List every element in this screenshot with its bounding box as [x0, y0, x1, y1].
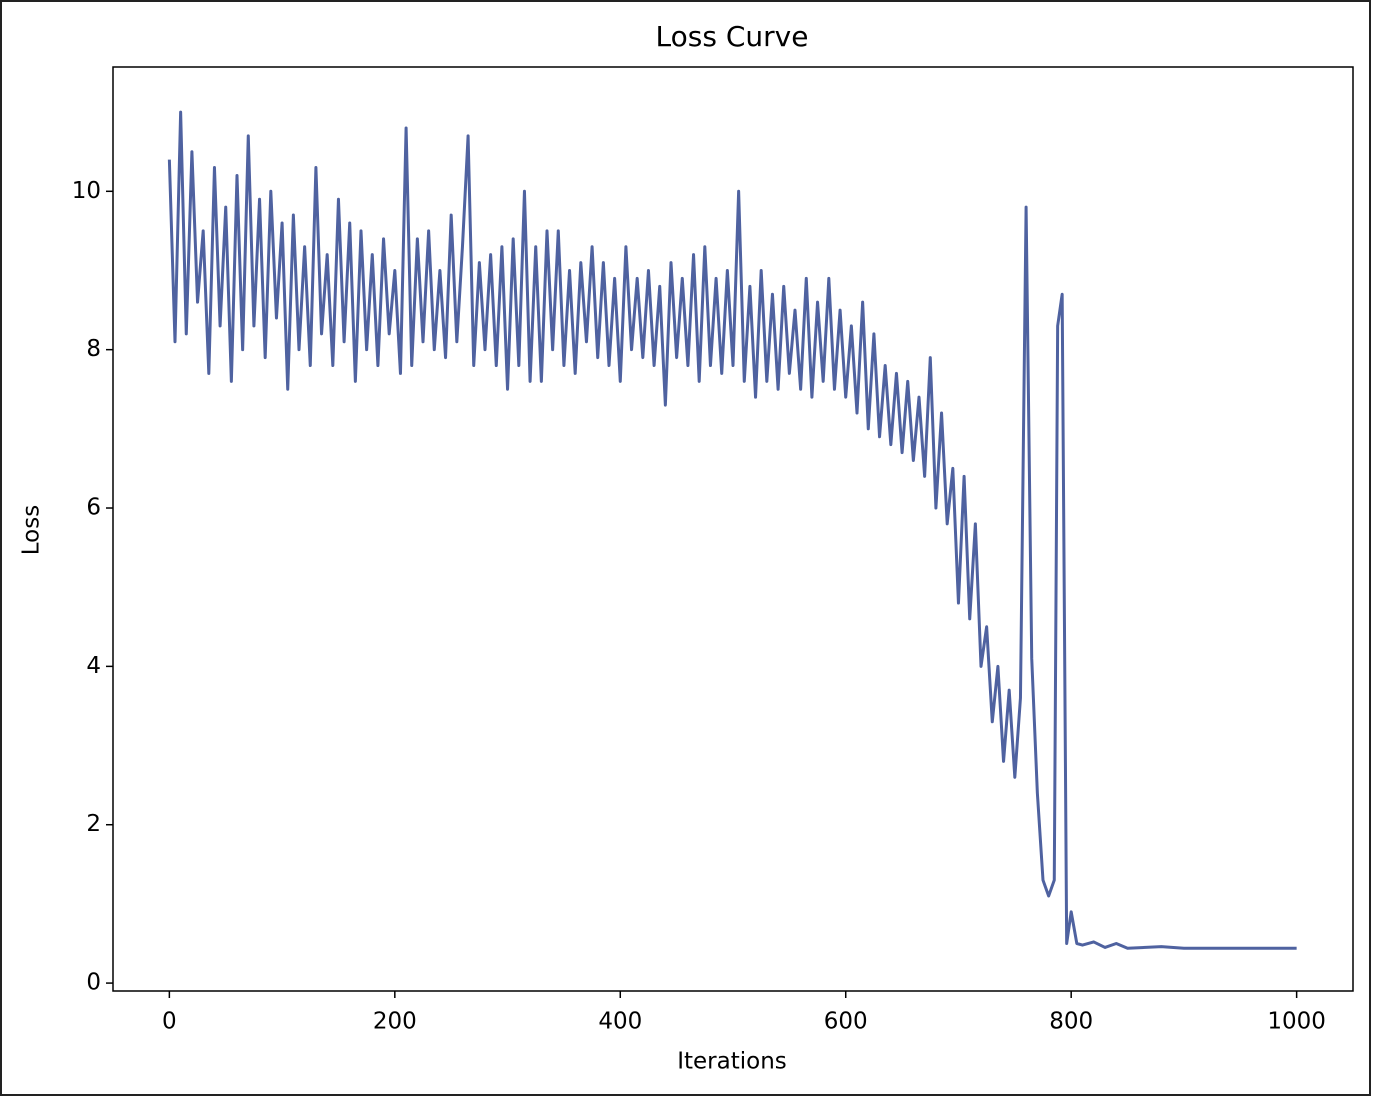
x-tick-label: 1000 — [1267, 1009, 1326, 1035]
x-tick-label: 600 — [824, 1009, 868, 1035]
y-tick-label: 8 — [86, 336, 101, 362]
x-tick-label: 400 — [598, 1009, 642, 1035]
chart-title: Loss Curve — [656, 20, 809, 53]
y-tick-label: 2 — [86, 811, 101, 837]
plot-border — [112, 66, 1354, 992]
x-tick-label: 0 — [162, 1009, 177, 1035]
y-tick-label: 6 — [86, 495, 101, 521]
x-tick-label: 200 — [373, 1009, 417, 1035]
x-tick-label: 800 — [1049, 1009, 1093, 1035]
y-tick-label: 10 — [72, 178, 101, 204]
y-axis-label: Loss — [19, 505, 45, 555]
loss-line — [167, 110, 1297, 950]
x-axis-label: Iterations — [677, 1049, 787, 1075]
y-tick-label: 4 — [86, 653, 101, 679]
y-tick-label: 0 — [86, 970, 101, 996]
